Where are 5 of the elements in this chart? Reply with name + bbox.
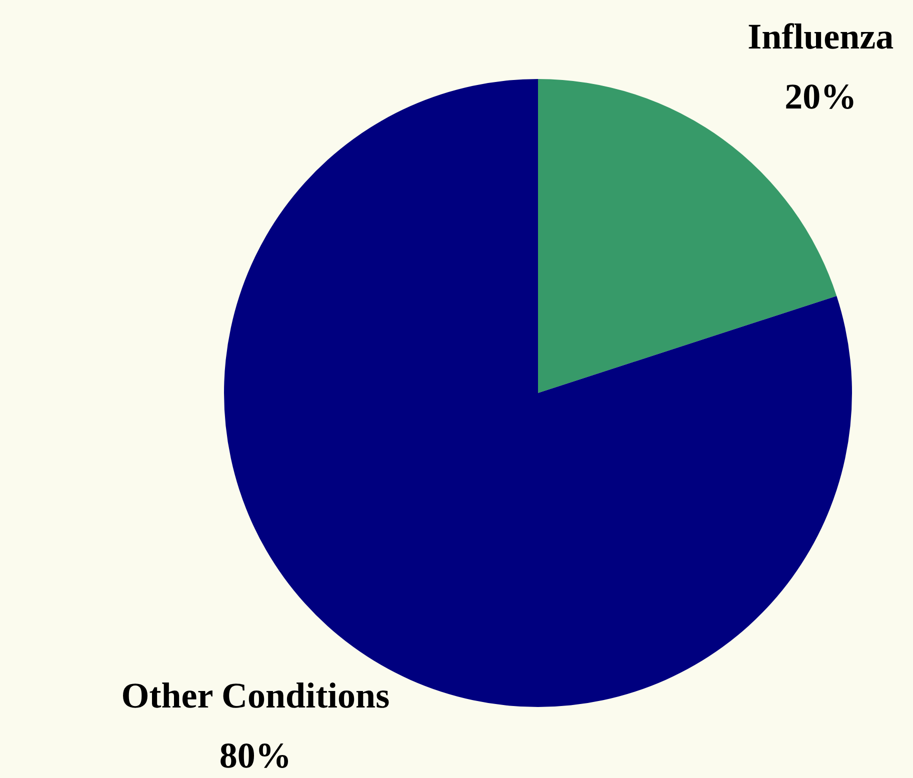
slice-label: Influenza <box>748 16 894 56</box>
slice-label: Other Conditions <box>121 676 390 716</box>
pie-slice <box>224 79 852 707</box>
data-label: 20% <box>784 76 857 116</box>
data-label: 80% <box>219 736 292 776</box>
